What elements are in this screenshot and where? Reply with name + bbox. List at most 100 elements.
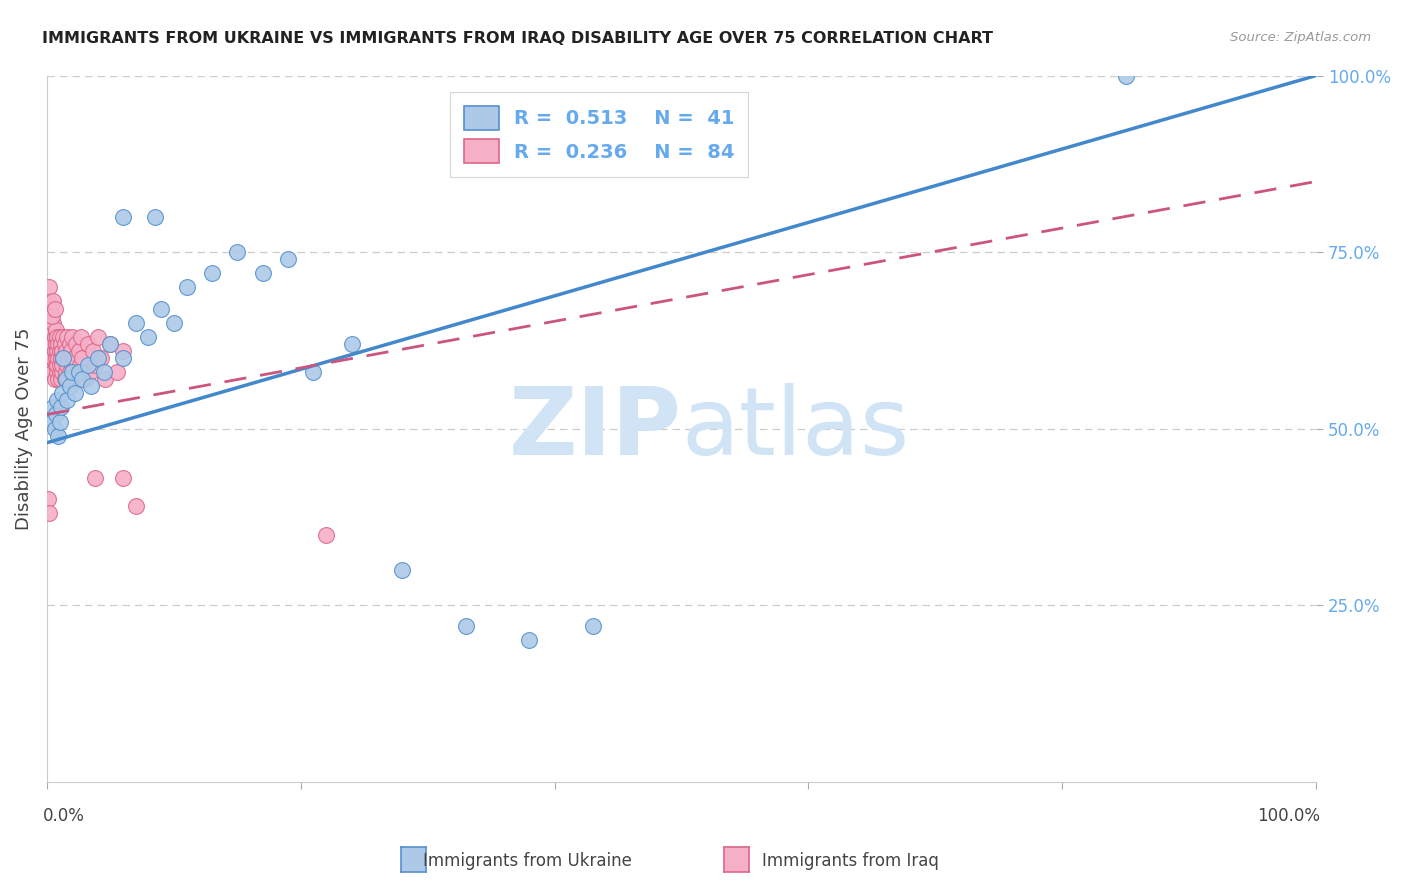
Point	[38, 280, 60, 294]
Point	[41, 323, 63, 337]
Point	[80, 379, 103, 393]
Point	[44, 330, 66, 344]
Point	[56, 330, 79, 344]
Point	[39, 316, 62, 330]
Point	[340, 337, 363, 351]
Point	[176, 280, 198, 294]
Point	[226, 245, 249, 260]
Point	[55, 365, 77, 379]
Text: ZIP: ZIP	[509, 383, 682, 475]
Point	[302, 365, 325, 379]
Point	[72, 351, 94, 365]
Point	[143, 210, 166, 224]
Point	[454, 619, 477, 633]
Text: Immigrants from Ukraine: Immigrants from Ukraine	[423, 852, 631, 870]
Point	[51, 365, 73, 379]
Point	[42, 294, 65, 309]
Point	[52, 351, 75, 365]
Legend: R =  0.513    N =  41, R =  0.236    N =  84: R = 0.513 N = 41, R = 0.236 N = 84	[450, 92, 748, 177]
Point	[46, 358, 69, 372]
Point	[49, 337, 72, 351]
Point	[41, 415, 63, 429]
Point	[60, 343, 83, 358]
Point	[49, 401, 72, 415]
Point	[51, 358, 73, 372]
Point	[84, 358, 107, 372]
Point	[37, 492, 59, 507]
Text: Immigrants from Iraq: Immigrants from Iraq	[762, 852, 939, 870]
Point	[49, 351, 72, 365]
Point	[38, 351, 60, 365]
Point	[55, 343, 77, 358]
Point	[55, 372, 77, 386]
Point	[58, 372, 80, 386]
Point	[52, 351, 75, 365]
Point	[41, 337, 63, 351]
Point	[93, 365, 115, 379]
Point	[53, 372, 76, 386]
Point	[112, 471, 135, 485]
Point	[94, 372, 117, 386]
Point	[45, 323, 67, 337]
Point	[90, 351, 112, 365]
Point	[46, 337, 69, 351]
Point	[63, 372, 86, 386]
Point	[1115, 69, 1137, 83]
Point	[112, 210, 135, 224]
Point	[277, 252, 299, 267]
Point	[45, 337, 67, 351]
Text: Source: ZipAtlas.com: Source: ZipAtlas.com	[1230, 31, 1371, 45]
Point	[112, 351, 135, 365]
Point	[65, 337, 87, 351]
Point	[56, 393, 79, 408]
Point	[63, 386, 86, 401]
Point	[391, 563, 413, 577]
Point	[69, 358, 91, 372]
Point	[48, 330, 70, 344]
Point	[44, 301, 66, 316]
Point	[38, 507, 60, 521]
Point	[98, 337, 121, 351]
Point	[582, 619, 605, 633]
Point	[517, 633, 540, 648]
Point	[45, 358, 67, 372]
Point	[66, 365, 89, 379]
Point	[201, 266, 224, 280]
Point	[39, 301, 62, 316]
Point	[46, 428, 69, 442]
Point	[67, 343, 90, 358]
Point	[59, 337, 82, 351]
Point	[138, 330, 160, 344]
Point	[44, 372, 66, 386]
Point	[46, 372, 69, 386]
Point	[48, 415, 70, 429]
Point	[86, 351, 108, 365]
Point	[42, 316, 65, 330]
Point	[59, 365, 82, 379]
Point	[48, 358, 70, 372]
Point	[42, 351, 65, 365]
Point	[79, 365, 101, 379]
Point	[150, 301, 173, 316]
Point	[73, 372, 96, 386]
Text: atlas: atlas	[682, 383, 910, 475]
Point	[86, 330, 108, 344]
Point	[52, 330, 75, 344]
Point	[59, 379, 82, 393]
Point	[60, 365, 83, 379]
Point	[48, 365, 70, 379]
Point	[58, 351, 80, 365]
Point	[44, 422, 66, 436]
Point	[45, 351, 67, 365]
Point	[46, 343, 69, 358]
Point	[44, 343, 66, 358]
Point	[125, 500, 148, 514]
Point	[42, 401, 65, 415]
Y-axis label: Disability Age Over 75: Disability Age Over 75	[15, 327, 32, 530]
Point	[125, 316, 148, 330]
Point	[70, 330, 93, 344]
Point	[62, 351, 84, 365]
Point	[76, 358, 98, 372]
Point	[42, 365, 65, 379]
Point	[76, 337, 98, 351]
